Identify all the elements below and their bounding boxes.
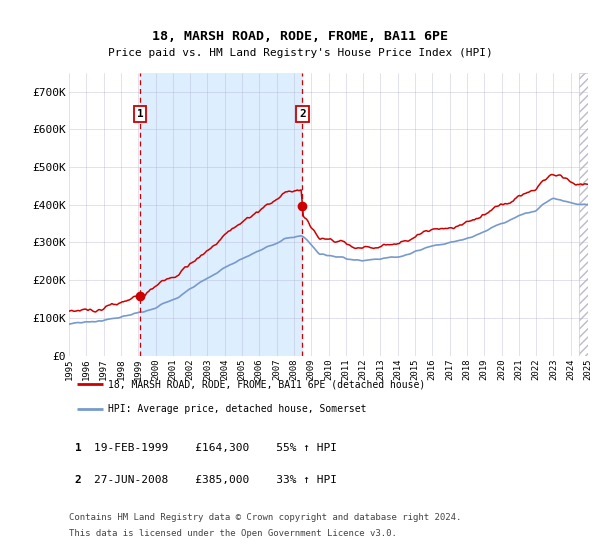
Text: 18, MARSH ROAD, RODE, FROME, BA11 6PE (detached house): 18, MARSH ROAD, RODE, FROME, BA11 6PE (d… [108,379,425,389]
Text: 27-JUN-2008    £385,000    33% ↑ HPI: 27-JUN-2008 £385,000 33% ↑ HPI [94,475,337,486]
Text: 18, MARSH ROAD, RODE, FROME, BA11 6PE: 18, MARSH ROAD, RODE, FROME, BA11 6PE [152,30,448,44]
Text: Price paid vs. HM Land Registry's House Price Index (HPI): Price paid vs. HM Land Registry's House … [107,48,493,58]
Text: Contains HM Land Registry data © Crown copyright and database right 2024.: Contains HM Land Registry data © Crown c… [69,513,461,522]
Bar [580,73,588,356]
Bar [140,73,302,356]
Text: 2: 2 [74,475,82,486]
Text: 2: 2 [299,109,306,119]
Text: 19-FEB-1999    £164,300    55% ↑ HPI: 19-FEB-1999 £164,300 55% ↑ HPI [94,443,337,453]
Text: 1: 1 [137,109,143,119]
Text: This data is licensed under the Open Government Licence v3.0.: This data is licensed under the Open Gov… [69,529,397,538]
Text: 1: 1 [74,443,82,453]
Text: HPI: Average price, detached house, Somerset: HPI: Average price, detached house, Some… [108,404,367,414]
